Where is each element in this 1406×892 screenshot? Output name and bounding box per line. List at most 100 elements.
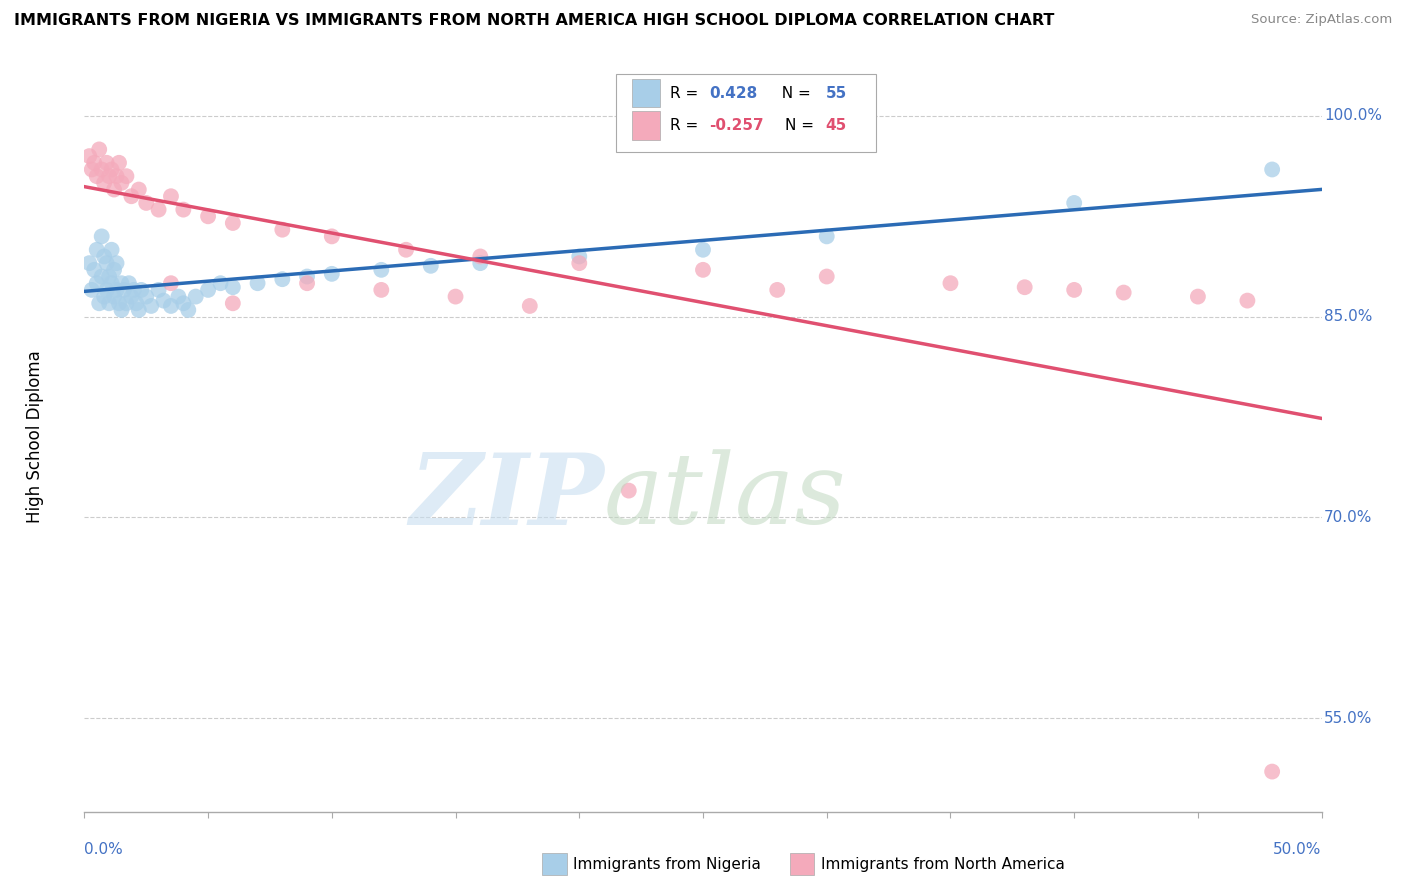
- Point: [120, 289, 142, 303]
- Point: [112, 283, 135, 297]
- Point: [120, 189, 142, 203]
- Text: 85.0%: 85.0%: [1324, 310, 1372, 324]
- Point: [766, 283, 789, 297]
- Point: [160, 299, 183, 313]
- Point: [222, 280, 245, 294]
- Text: 70.0%: 70.0%: [1324, 510, 1372, 524]
- Point: [103, 263, 125, 277]
- Point: [1063, 283, 1085, 297]
- Point: [295, 277, 318, 291]
- Point: [90, 229, 112, 244]
- Point: [100, 277, 122, 291]
- Point: [98, 169, 121, 184]
- Point: [271, 223, 294, 237]
- Point: [86, 277, 108, 291]
- Point: [470, 256, 492, 270]
- Point: [617, 483, 640, 498]
- Point: [108, 156, 131, 170]
- Point: [105, 283, 128, 297]
- Point: [86, 169, 108, 184]
- Text: High School Diploma: High School Diploma: [25, 351, 44, 524]
- Point: [222, 216, 245, 230]
- Point: [370, 263, 392, 277]
- Point: [177, 303, 200, 318]
- Text: 0.428: 0.428: [709, 86, 758, 101]
- Point: [110, 277, 132, 291]
- Point: [209, 277, 232, 291]
- Point: [80, 162, 103, 177]
- Point: [321, 267, 343, 281]
- Point: [939, 277, 962, 291]
- Point: [815, 229, 838, 244]
- Point: [1063, 196, 1085, 211]
- Point: [79, 149, 101, 163]
- Point: [568, 250, 591, 264]
- FancyBboxPatch shape: [543, 853, 567, 875]
- Point: [89, 143, 111, 157]
- Point: [93, 176, 115, 190]
- Point: [128, 183, 150, 197]
- Text: Immigrants from Nigeria: Immigrants from Nigeria: [574, 856, 761, 871]
- Point: [122, 283, 145, 297]
- Point: [271, 272, 294, 286]
- Text: Source: ZipAtlas.com: Source: ZipAtlas.com: [1251, 13, 1392, 27]
- Point: [519, 299, 541, 313]
- Text: Immigrants from North America: Immigrants from North America: [821, 856, 1064, 871]
- Point: [1261, 162, 1284, 177]
- Point: [115, 169, 138, 184]
- Point: [86, 243, 108, 257]
- Text: 50.0%: 50.0%: [1274, 842, 1322, 856]
- Point: [90, 162, 112, 177]
- Point: [1014, 280, 1036, 294]
- Point: [118, 277, 141, 291]
- FancyBboxPatch shape: [790, 853, 814, 875]
- Point: [160, 277, 183, 291]
- Text: R =: R =: [669, 86, 703, 101]
- Point: [93, 289, 115, 303]
- Point: [93, 250, 115, 264]
- Point: [108, 296, 131, 310]
- FancyBboxPatch shape: [633, 78, 659, 107]
- Point: [419, 259, 441, 273]
- Point: [98, 296, 121, 310]
- Point: [100, 162, 122, 177]
- Point: [692, 263, 714, 277]
- Point: [105, 256, 128, 270]
- Point: [148, 202, 170, 217]
- Point: [96, 283, 118, 297]
- Point: [197, 210, 219, 224]
- Text: ZIP: ZIP: [409, 449, 605, 545]
- Point: [148, 283, 170, 297]
- Point: [295, 269, 318, 284]
- Point: [135, 196, 157, 211]
- Text: N =: N =: [785, 118, 818, 133]
- Point: [568, 256, 591, 270]
- Text: 0.0%: 0.0%: [84, 842, 124, 856]
- Point: [246, 277, 269, 291]
- Point: [98, 269, 121, 284]
- Point: [79, 256, 101, 270]
- Point: [395, 243, 418, 257]
- Point: [80, 283, 103, 297]
- Point: [115, 296, 138, 310]
- Point: [172, 296, 194, 310]
- Text: R =: R =: [669, 118, 703, 133]
- Point: [89, 296, 111, 310]
- Point: [167, 289, 190, 303]
- Point: [100, 243, 122, 257]
- Point: [370, 283, 392, 297]
- Point: [1261, 764, 1284, 779]
- Point: [470, 250, 492, 264]
- Point: [129, 283, 152, 297]
- Text: -0.257: -0.257: [709, 118, 763, 133]
- Point: [110, 176, 132, 190]
- Point: [103, 289, 125, 303]
- Point: [160, 189, 183, 203]
- Point: [83, 156, 105, 170]
- Text: 55: 55: [825, 86, 846, 101]
- Point: [135, 289, 157, 303]
- Point: [1112, 285, 1135, 300]
- Point: [110, 303, 132, 318]
- Point: [128, 303, 150, 318]
- Point: [1187, 289, 1209, 303]
